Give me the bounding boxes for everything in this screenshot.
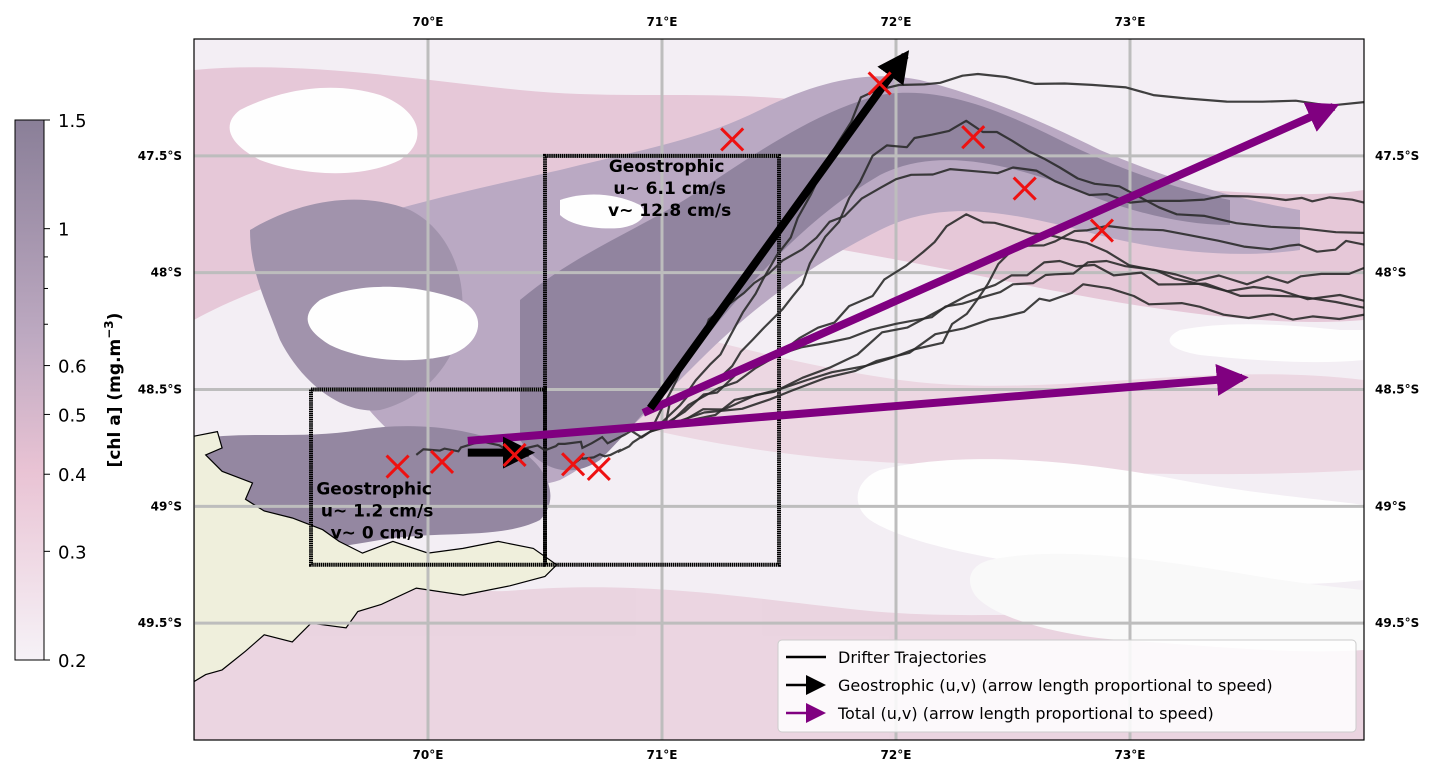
colorbar-tick-label-4: 0.4 (58, 465, 87, 486)
colorbar: 1.5 1 0.6 0.5 0.4 0.3 0.2 [chl a] (mg.m−3) (14, 111, 125, 672)
drifter-start-track-0 (415, 429, 651, 456)
colorbar-tick-label-2: 0.6 (58, 357, 87, 378)
cloud-gap-3 (857, 459, 1364, 585)
drifter-endpoint-marker-9 (1089, 218, 1114, 243)
total-velocity-arrow-1 (641, 102, 1340, 417)
colorbar-tick-label-0: 1.5 (58, 111, 87, 132)
marker-stroke-b (867, 71, 892, 96)
box-label-0-line-0: Geostrophic (316, 480, 432, 500)
lat-tick-label-right-0: 47.5°S (1375, 149, 1419, 163)
cloud-gap-2 (307, 286, 479, 361)
drifter-trajectory-1 (649, 119, 1364, 433)
lat-tick-label-right-2: 48.5°S (1375, 383, 1419, 397)
drifter-endpoint-marker-5 (720, 127, 745, 152)
legend-label-drifter: Drifter Trajectories (838, 648, 987, 667)
lon-tick-label-bottom-0: 70°E (413, 748, 444, 762)
drifter-trajectory-6 (649, 283, 1364, 433)
colorbar-tick-label-1: 1 (58, 220, 69, 241)
box-label-0-line-2: v~ 0 cm/s (325, 524, 424, 544)
geostrophic-box-1 (543, 153, 781, 567)
lat-tick-label-right-1: 48°S (1375, 266, 1406, 280)
legend-entry-total: Total (u,v) (arrow length proportional t… (786, 703, 1214, 723)
drifter-endpoint-marker-4 (586, 456, 611, 482)
lon-tick-label-top-0: 70°E (413, 15, 444, 29)
geostrophic-boxes (309, 153, 781, 567)
lon-tick-label-bottom-3: 73°E (1115, 748, 1146, 762)
cloud-gap-1 (229, 87, 418, 174)
drifter-endpoint-marker-0 (385, 454, 410, 479)
drifter-endpoint-marker-8 (1012, 176, 1037, 201)
map-plot-area (194, 39, 1364, 740)
geostrophic-velocity-arrow-1 (647, 50, 910, 411)
map-axes: 70°E 70°E 71°E 71°E 72°E 72°E 73°E 73°E 47.5°S 47… (138, 15, 1420, 762)
drifter-endpoint-marker-3 (561, 452, 586, 477)
colorbar-gradient (14, 119, 45, 661)
marker-stroke-b (961, 125, 986, 150)
drifter-endpoint-marker-2 (502, 442, 527, 467)
box-label-0-line-1: u~ 1.2 cm/s (315, 502, 433, 522)
legend: Drifter Trajectories Geostrophic (u,v) (… (777, 639, 1357, 733)
drifter-trajectory-0 (649, 72, 1364, 433)
lon-tick-label-top-2: 72°E (881, 15, 912, 29)
cloud-gap-4 (1169, 324, 1364, 363)
colorbar-tick-label-6: 0.2 (58, 651, 87, 672)
legend-label-total: Total (u,v) (arrow length proportional t… (837, 704, 1214, 723)
colorbar-ticks: 1.5 1 0.6 0.5 0.4 0.3 0.2 (44, 111, 87, 672)
drifter-endpoint-marker-1 (429, 449, 455, 474)
legend-frame (777, 639, 1357, 733)
map-frame (193, 38, 1365, 741)
lat-tick-label-left-0: 47.5°S (138, 149, 182, 163)
cloud-gap-6 (970, 553, 1364, 652)
drifter-endpoint-marker-7 (961, 125, 986, 150)
marker-stroke-b (385, 454, 410, 479)
total-velocity-arrows (467, 102, 1340, 445)
lon-tick-label-top-3: 73°E (1115, 15, 1146, 29)
legend-arrowhead-geostrophic (806, 675, 826, 695)
lon-tick-label-bottom-1: 71°E (647, 748, 678, 762)
drifter-start-track-1 (572, 430, 651, 466)
marker-stroke-b (429, 449, 455, 474)
lat-tick-label-left-2: 48.5°S (138, 383, 182, 397)
box-label-1-line-2: v~ 12.8 cm/s (602, 201, 731, 221)
legend-arrowhead-total (806, 703, 826, 723)
marker-stroke-b (586, 456, 611, 482)
marker-stroke-b (561, 452, 586, 477)
colorbar-tick-label-3: 0.5 (58, 405, 87, 426)
colorbar-title: [chl a] (mg.m−3) (102, 313, 125, 468)
lat-tick-label-left-3: 49°S (151, 499, 182, 513)
chl-patch-pink-mid (540, 300, 1364, 475)
lon-tick-label-top-1: 71°E (647, 15, 678, 29)
marker-stroke-b (1012, 176, 1037, 201)
lon-tick-label-bottom-2: 72°E (881, 748, 912, 762)
lat-tick-label-left-1: 48°S (151, 266, 182, 280)
box-labels: Geostrophic u~ 1.2 cm/s v~ 0 cm/sGeostro… (315, 157, 731, 543)
marker-stroke-b (502, 442, 527, 467)
marker-stroke-b (1089, 218, 1114, 243)
axis-tick-labels: 70°E 70°E 71°E 71°E 72°E 72°E 73°E 73°E 47.5°S 47… (138, 15, 1420, 762)
legend-entry-drifter: Drifter Trajectories (786, 648, 987, 667)
legend-entry-geostrophic: Geostrophic (u,v) (arrow length proporti… (786, 675, 1273, 695)
lat-tick-label-left-4: 49.5°S (138, 616, 182, 630)
box-label-0: Geostrophic u~ 1.2 cm/s v~ 0 cm/s (315, 480, 433, 544)
lat-tick-label-right-3: 49°S (1375, 499, 1406, 513)
lat-tick-label-right-4: 49.5°S (1375, 616, 1419, 630)
colorbar-tick-label-5: 0.3 (58, 542, 87, 563)
legend-label-geostrophic: Geostrophic (u,v) (arrow length proporti… (838, 676, 1273, 695)
drifter-endpoint-markers (385, 71, 1114, 482)
colorbar-title-main: [chl a] (mg.m (105, 339, 125, 468)
drifter-endpoint-marker-6 (867, 71, 892, 96)
colorbar-title-sup: −3 (102, 320, 116, 338)
marker-stroke-b (720, 127, 745, 152)
box-label-1-line-0: Geostrophic (609, 157, 725, 177)
total-velocity-arrow-0 (467, 363, 1249, 445)
cloud-gap-5 (560, 194, 644, 229)
box-label-1: Geostrophic u~ 6.1 cm/s v~ 12.8 cm/s (602, 157, 731, 221)
box-label-1-line-1: u~ 6.1 cm/s (608, 179, 726, 199)
colorbar-title-end: ) (105, 313, 125, 321)
